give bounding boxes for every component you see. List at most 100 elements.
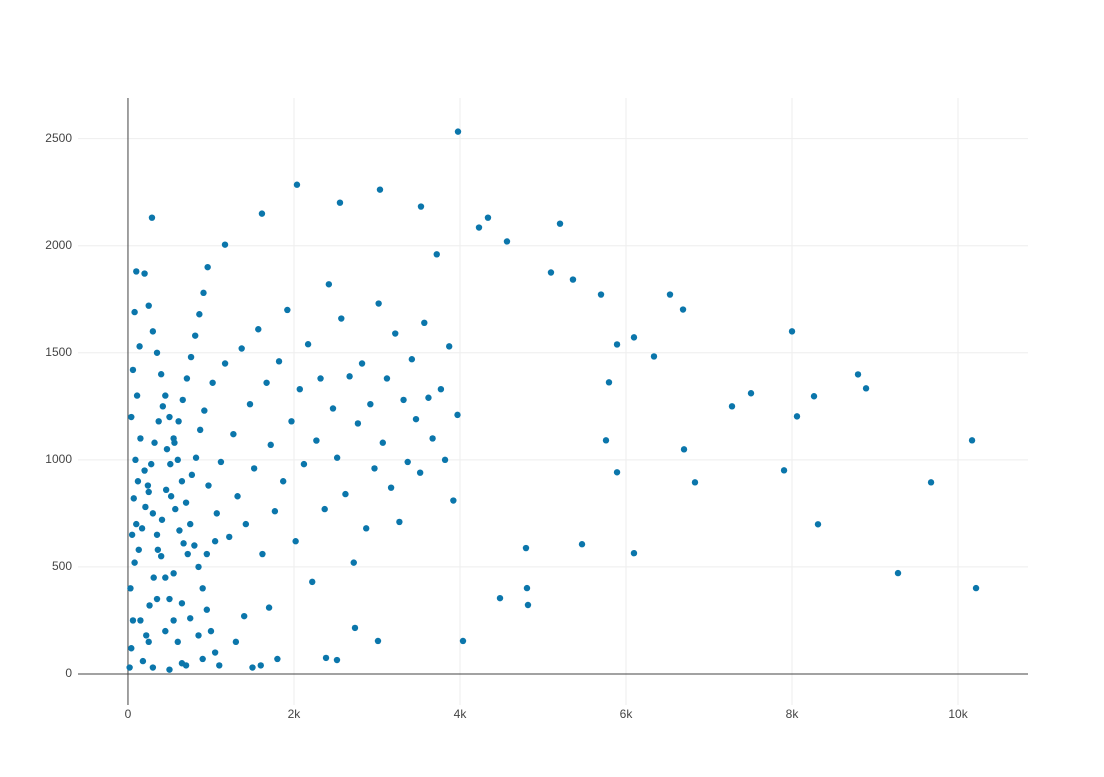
point xyxy=(437,385,445,393)
y-tick-label: 2500 xyxy=(45,131,72,145)
point xyxy=(246,400,254,408)
point xyxy=(159,403,167,410)
point xyxy=(201,407,208,414)
point xyxy=(503,238,511,245)
point xyxy=(182,662,190,669)
point xyxy=(130,495,137,502)
point xyxy=(691,479,699,486)
point xyxy=(199,655,206,663)
point xyxy=(153,349,161,356)
point xyxy=(613,469,621,476)
point xyxy=(441,456,449,464)
point xyxy=(163,445,171,453)
x-tick-label: 4k xyxy=(454,707,468,721)
y-tick-label: 1000 xyxy=(45,452,72,466)
point xyxy=(199,585,206,592)
point xyxy=(203,550,211,558)
point xyxy=(146,602,153,609)
point xyxy=(680,446,688,453)
point xyxy=(271,508,279,515)
point xyxy=(346,373,353,380)
point xyxy=(425,394,432,401)
point xyxy=(351,624,359,632)
point xyxy=(321,505,328,513)
point xyxy=(155,418,162,425)
point xyxy=(292,538,299,545)
point xyxy=(288,418,295,425)
point xyxy=(968,437,976,444)
point xyxy=(131,559,138,566)
point xyxy=(293,181,301,188)
point xyxy=(149,510,157,517)
point xyxy=(250,465,258,472)
point xyxy=(200,289,207,297)
point xyxy=(148,214,156,221)
point xyxy=(927,479,935,486)
point xyxy=(354,420,362,427)
point xyxy=(176,527,183,534)
x-tick-label: 2k xyxy=(288,707,302,721)
point xyxy=(137,435,144,442)
point xyxy=(141,467,148,474)
point xyxy=(145,638,152,646)
point xyxy=(408,356,416,363)
point xyxy=(178,478,186,485)
point xyxy=(141,270,148,277)
point xyxy=(387,484,395,491)
point xyxy=(162,627,169,635)
point xyxy=(145,302,152,309)
point xyxy=(814,521,822,528)
point xyxy=(203,606,211,613)
point xyxy=(728,403,736,410)
point xyxy=(788,328,796,335)
point xyxy=(666,291,674,298)
point xyxy=(862,385,870,392)
point xyxy=(556,220,564,227)
point xyxy=(167,460,174,468)
point xyxy=(135,546,142,553)
y-tick-label: 0 xyxy=(65,666,72,680)
point xyxy=(230,430,237,438)
point xyxy=(204,263,211,271)
point xyxy=(154,546,162,553)
point xyxy=(129,617,137,624)
point xyxy=(133,268,140,275)
point xyxy=(336,199,344,206)
point xyxy=(138,525,146,532)
point xyxy=(569,276,577,283)
point xyxy=(396,518,403,526)
point xyxy=(367,400,374,408)
point xyxy=(342,490,349,498)
y-tick-label: 2000 xyxy=(45,238,72,252)
x-tick-label: 10k xyxy=(948,707,968,721)
point xyxy=(175,418,182,425)
point xyxy=(313,437,320,444)
point xyxy=(274,655,281,663)
point xyxy=(195,632,202,639)
point xyxy=(153,595,161,603)
point xyxy=(129,366,137,374)
point xyxy=(128,413,135,421)
point xyxy=(178,600,186,607)
point xyxy=(404,458,411,466)
point xyxy=(630,549,638,557)
point xyxy=(484,214,492,221)
point xyxy=(180,540,187,547)
point xyxy=(450,497,457,504)
point xyxy=(157,371,165,378)
point xyxy=(376,186,384,193)
point xyxy=(131,308,138,316)
point xyxy=(605,379,613,386)
point xyxy=(172,505,179,513)
point xyxy=(151,439,158,446)
point xyxy=(578,541,586,548)
point xyxy=(972,584,980,592)
point xyxy=(188,471,196,479)
point xyxy=(217,458,225,466)
point xyxy=(392,330,399,337)
point xyxy=(221,241,229,248)
point xyxy=(196,426,204,434)
point xyxy=(166,666,173,673)
y-tick-label: 1500 xyxy=(45,345,72,359)
point xyxy=(128,531,136,538)
